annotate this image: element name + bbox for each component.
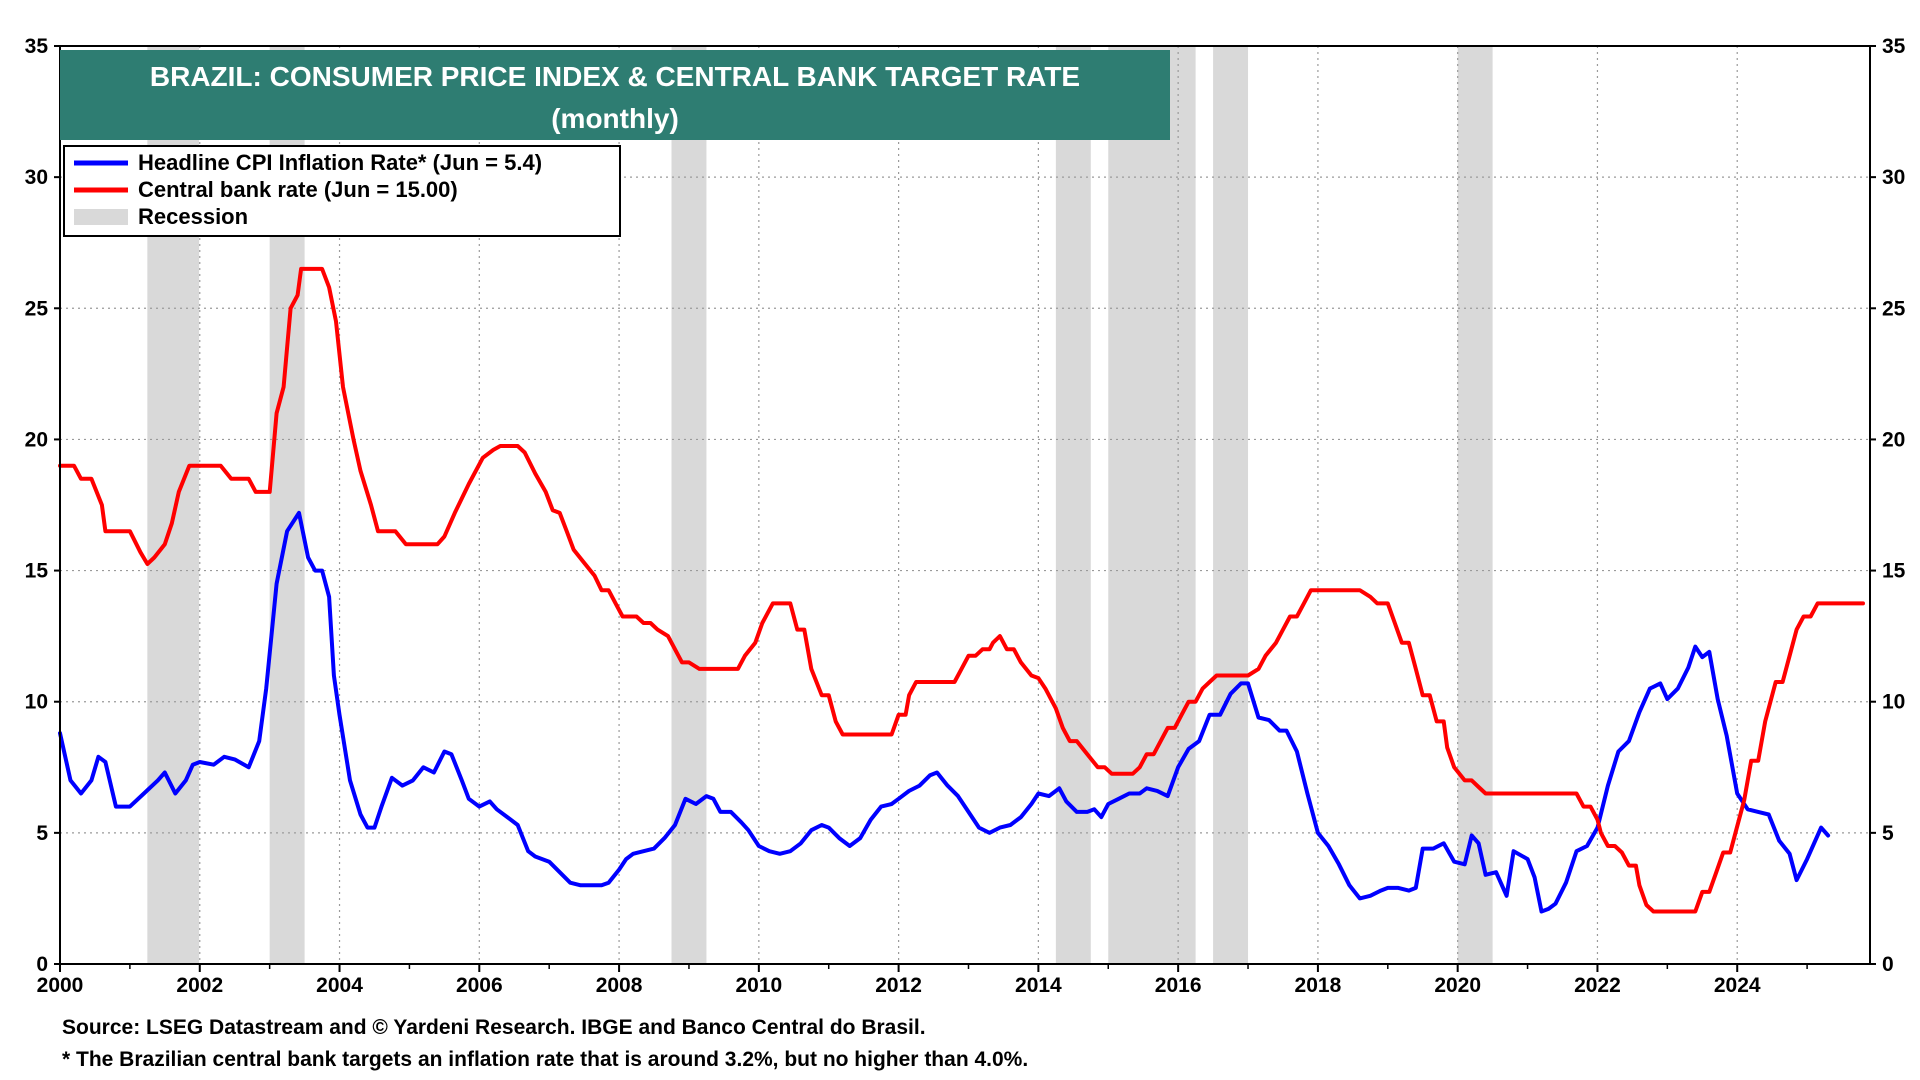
recession-band bbox=[1055, 46, 1091, 964]
legend-frame bbox=[63, 145, 621, 237]
series-line-central-bank-rate bbox=[58, 266, 1865, 914]
footnote: * The Brazilian central bank targets an … bbox=[62, 1048, 1029, 1071]
x-tick-label: 2012 bbox=[875, 974, 922, 997]
y-tick-label-right: 35 bbox=[1882, 35, 1906, 58]
y-tick-label-left: 30 bbox=[25, 166, 48, 189]
legend-label-cpi: Headline CPI Inflation Rate* (Jun = 5.4) bbox=[138, 150, 542, 175]
y-tick-label-right: 20 bbox=[1882, 428, 1905, 451]
x-tick-label: 2002 bbox=[176, 974, 223, 997]
y-tick-label-right: 10 bbox=[1882, 691, 1905, 714]
y-tick-label-left: 20 bbox=[25, 428, 48, 451]
x-tick-label: 2016 bbox=[1155, 974, 1202, 997]
x-tick-label: 2024 bbox=[1714, 974, 1761, 997]
x-tick-label: 2006 bbox=[456, 974, 503, 997]
legend: Headline CPI Inflation Rate* (Jun = 5.4)… bbox=[63, 145, 621, 237]
y-tick-label-left: 15 bbox=[25, 560, 49, 583]
y-tick-label-right: 25 bbox=[1882, 297, 1906, 320]
series-lines bbox=[58, 266, 1865, 914]
recession-band bbox=[671, 46, 707, 964]
series-line-cpi bbox=[58, 510, 1831, 914]
legend-swatch-recession bbox=[74, 209, 128, 225]
recession-band bbox=[1457, 46, 1493, 964]
y-tick-label-left: 10 bbox=[25, 691, 48, 714]
y-tick-label-left: 25 bbox=[25, 297, 49, 320]
y-tick-label-left: 0 bbox=[36, 953, 48, 976]
recession-band bbox=[1108, 46, 1196, 964]
legend-label-rate: Central bank rate (Jun = 15.00) bbox=[138, 177, 458, 202]
x-tick-label: 2000 bbox=[37, 974, 84, 997]
x-tick-label: 2004 bbox=[316, 974, 363, 997]
y-tick-label-left: 35 bbox=[25, 35, 49, 58]
plot-frame bbox=[59, 45, 1871, 965]
y-tick-label-right: 15 bbox=[1882, 560, 1906, 583]
chart-title: BRAZIL: CONSUMER PRICE INDEX & CENTRAL B… bbox=[150, 61, 1080, 92]
y-tick-label-right: 0 bbox=[1882, 953, 1894, 976]
recession-band bbox=[1213, 46, 1249, 964]
y-tick-label-right: 30 bbox=[1882, 166, 1905, 189]
title-box: BRAZIL: CONSUMER PRICE INDEX & CENTRAL B… bbox=[60, 50, 1170, 140]
title-background bbox=[60, 50, 1170, 140]
x-tick-label: 2022 bbox=[1574, 974, 1621, 997]
x-tick-label: 2010 bbox=[735, 974, 782, 997]
x-tick-label: 2020 bbox=[1434, 974, 1481, 997]
source-note: Source: LSEG Datastream and © Yardeni Re… bbox=[62, 1016, 926, 1039]
x-tick-label: 2018 bbox=[1295, 974, 1342, 997]
chart-subtitle: (monthly) bbox=[551, 103, 679, 134]
legend-label-recession: Recession bbox=[138, 204, 248, 229]
x-tick-label: 2008 bbox=[596, 974, 643, 997]
y-tick-label-left: 5 bbox=[36, 822, 48, 845]
y-tick-label-right: 5 bbox=[1882, 822, 1894, 845]
x-tick-label: 2014 bbox=[1015, 974, 1062, 997]
